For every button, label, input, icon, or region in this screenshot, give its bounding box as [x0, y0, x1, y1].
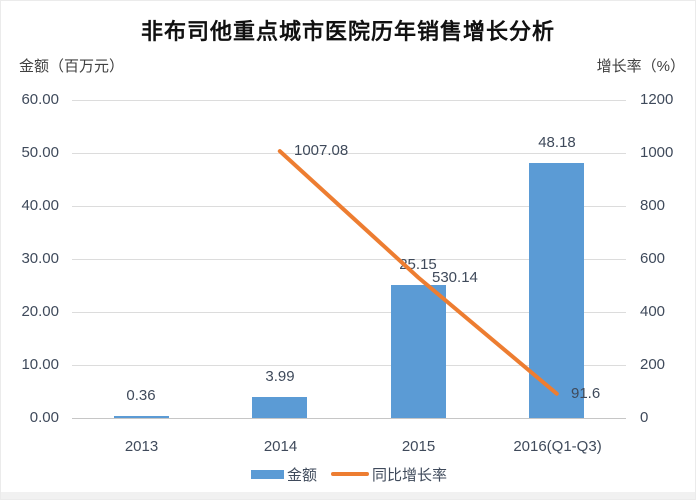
right-axis-tick-label: 200: [640, 356, 666, 373]
right-axis-tick-label: 1000: [640, 144, 674, 161]
bar-value-label: 3.99: [265, 368, 295, 385]
bar-2016(Q1-Q3): [529, 163, 584, 418]
bar-value-label: 0.36: [126, 387, 156, 404]
right-axis-tick-label: 800: [640, 197, 666, 214]
right-axis-tick-label: 0: [640, 409, 649, 426]
chart-title: 非布司他重点城市医院历年销售增长分析: [140, 19, 555, 44]
bar-2013: [114, 416, 169, 418]
line-value-label: 1007.08: [294, 142, 349, 159]
left-axis-tick-label: 40.00: [21, 197, 59, 214]
right-axis-tick-label: 400: [640, 303, 666, 320]
legend-bar-swatch-icon: [250, 469, 284, 479]
legend-label: 同比增长率: [372, 466, 448, 484]
line-value-label: 530.14: [432, 269, 478, 286]
gridline: [72, 100, 626, 101]
left-axis-tick-label: 50.00: [21, 144, 59, 161]
gridline: [72, 153, 626, 154]
left-axis-tick-label: 60.00: [21, 91, 59, 108]
legend-item-growth-rate: 同比增长率: [331, 464, 447, 485]
legend: 金额 同比增长率: [72, 462, 626, 486]
left-axis-tick-label: 20.00: [21, 303, 59, 320]
x-axis-line: [72, 418, 626, 419]
left-axis-title: 金额（百万元）: [19, 58, 125, 75]
right-axis-tick-label: 1200: [640, 91, 674, 108]
right-axis-tick-label: 600: [640, 250, 666, 267]
legend-item-amount: 金额: [250, 464, 317, 485]
category-label: 2013: [124, 438, 159, 455]
category-label: 2015: [401, 438, 436, 455]
bar-value-label: 48.18: [538, 134, 576, 151]
category-label: 2016(Q1-Q3): [513, 438, 602, 455]
left-axis-tick-label: 0.00: [29, 409, 59, 426]
left-axis-tick-label: 30.00: [21, 250, 59, 267]
bottom-strip: [1, 492, 695, 499]
legend-label: 金额: [286, 466, 317, 484]
legend-line-swatch-icon: [331, 472, 369, 476]
line-value-label: 91.6: [571, 385, 601, 402]
bar-2015: [391, 285, 446, 418]
bar-2014: [252, 397, 307, 418]
left-axis-tick-label: 10.00: [21, 356, 59, 373]
category-label: 2014: [263, 438, 298, 455]
right-axis-title: 增长率（%）: [596, 58, 685, 75]
